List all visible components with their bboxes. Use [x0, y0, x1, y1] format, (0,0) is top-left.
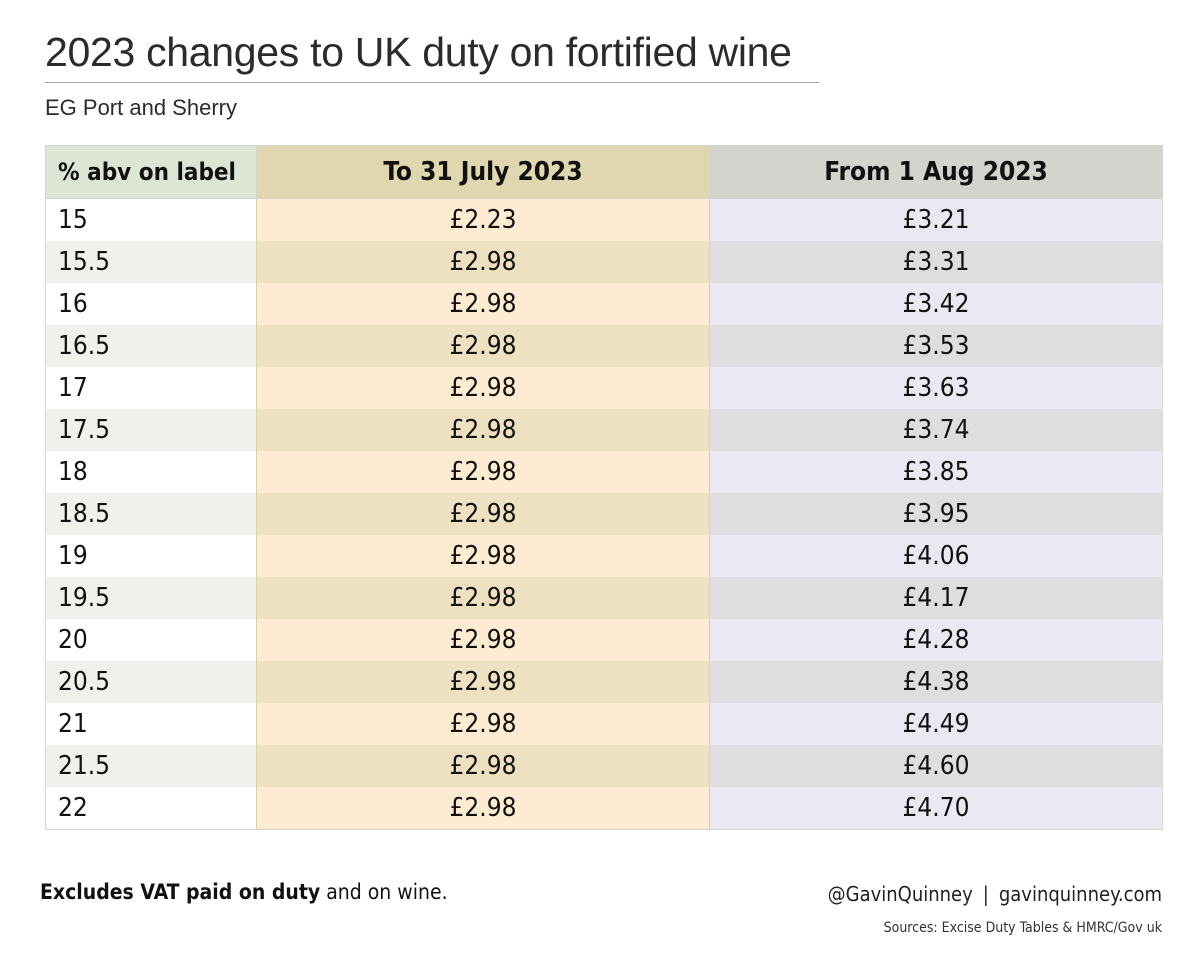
vat-note-bold: Excludes VAT paid on duty — [40, 880, 321, 904]
abv-cell: 20 — [45, 619, 257, 661]
twitter-handle: @GavinQuinney — [827, 882, 973, 906]
table-row: 20 £2.98 £4.28 — [45, 619, 1163, 661]
abv-cell: 15 — [45, 198, 257, 241]
duty-after-cell: £3.63 — [709, 367, 1163, 409]
chart-subtitle: EG Port and Sherry — [45, 95, 237, 120]
table-body: 15 £2.23 £3.21 15.5 £2.98 £3.31 16 £2.98 £3.42 16… — [45, 198, 1163, 830]
duty-before-cell: £2.23 — [256, 198, 710, 241]
duty-table: % abv on label To 31 July 2023 From 1 Au… — [45, 145, 1163, 830]
vat-note-rest: and on wine. — [320, 880, 448, 904]
credit-line: @GavinQuinney | gavinquinney.com — [828, 882, 1162, 906]
credit-separator: | — [982, 882, 989, 906]
duty-after-cell: £4.06 — [709, 535, 1163, 577]
abv-cell: 17 — [45, 367, 257, 409]
duty-after-cell: £3.42 — [709, 283, 1163, 325]
table-row: 16 £2.98 £3.42 — [45, 283, 1163, 325]
duty-after-cell: £4.17 — [709, 577, 1163, 619]
duty-before-cell: £2.98 — [256, 283, 710, 325]
table-header-row: % abv on label To 31 July 2023 From 1 Au… — [45, 145, 1163, 199]
duty-before-cell: £2.98 — [256, 409, 710, 451]
table-row: 17.5 £2.98 £3.74 — [45, 409, 1163, 451]
table-row: 15 £2.23 £3.21 — [45, 198, 1163, 241]
abv-cell: 15.5 — [45, 241, 257, 283]
table-row: 19 £2.98 £4.06 — [45, 535, 1163, 577]
table-row: 22 £2.98 £4.70 — [45, 787, 1163, 830]
duty-before-cell: £2.98 — [256, 325, 710, 367]
header-to-31-july: To 31 July 2023 — [256, 145, 710, 199]
table-row: 15.5 £2.98 £3.31 — [45, 241, 1163, 283]
duty-after-cell: £3.95 — [709, 493, 1163, 535]
abv-cell: 21 — [45, 703, 257, 745]
duty-before-cell: £2.98 — [256, 535, 710, 577]
duty-after-cell: £4.60 — [709, 745, 1163, 787]
duty-after-cell: £3.74 — [709, 409, 1163, 451]
duty-after-cell: £3.53 — [709, 325, 1163, 367]
abv-cell: 19 — [45, 535, 257, 577]
sources-note: Sources: Excise Duty Tables & HMRC/Gov u… — [883, 920, 1162, 936]
duty-before-cell: £2.98 — [256, 367, 710, 409]
chart-title: 2023 changes to UK duty on fortified win… — [45, 29, 792, 75]
duty-after-cell: £4.70 — [709, 787, 1163, 830]
table-row: 18.5 £2.98 £3.95 — [45, 493, 1163, 535]
vat-note: Excludes VAT paid on duty and on wine. — [40, 880, 448, 904]
abv-cell: 16 — [45, 283, 257, 325]
abv-cell: 21.5 — [45, 745, 257, 787]
duty-before-cell: £2.98 — [256, 241, 710, 283]
duty-before-cell: £2.98 — [256, 451, 710, 493]
abv-cell: 20.5 — [45, 661, 257, 703]
table-row: 17 £2.98 £3.63 — [45, 367, 1163, 409]
abv-cell: 18 — [45, 451, 257, 493]
abv-cell: 16.5 — [45, 325, 257, 367]
abv-cell: 17.5 — [45, 409, 257, 451]
duty-before-cell: £2.98 — [256, 703, 710, 745]
duty-after-cell: £4.28 — [709, 619, 1163, 661]
table-row: 21.5 £2.98 £4.60 — [45, 745, 1163, 787]
header-from-1-aug: From 1 Aug 2023 — [709, 145, 1163, 199]
abv-cell: 22 — [45, 787, 257, 830]
title-underline — [45, 82, 819, 83]
duty-before-cell: £2.98 — [256, 661, 710, 703]
duty-before-cell: £2.98 — [256, 787, 710, 830]
table-row: 16.5 £2.98 £3.53 — [45, 325, 1163, 367]
website-link: gavinquinney.com — [998, 882, 1162, 906]
table-row: 20.5 £2.98 £4.38 — [45, 661, 1163, 703]
header-abv: % abv on label — [45, 145, 257, 199]
duty-before-cell: £2.98 — [256, 619, 710, 661]
table-row: 21 £2.98 £4.49 — [45, 703, 1163, 745]
abv-cell: 18.5 — [45, 493, 257, 535]
duty-after-cell: £3.21 — [709, 198, 1163, 241]
duty-before-cell: £2.98 — [256, 577, 710, 619]
abv-cell: 19.5 — [45, 577, 257, 619]
duty-before-cell: £2.98 — [256, 493, 710, 535]
duty-after-cell: £4.49 — [709, 703, 1163, 745]
duty-before-cell: £2.98 — [256, 745, 710, 787]
table-row: 18 £2.98 £3.85 — [45, 451, 1163, 493]
table-row: 19.5 £2.98 £4.17 — [45, 577, 1163, 619]
duty-after-cell: £3.85 — [709, 451, 1163, 493]
duty-after-cell: £4.38 — [709, 661, 1163, 703]
duty-after-cell: £3.31 — [709, 241, 1163, 283]
